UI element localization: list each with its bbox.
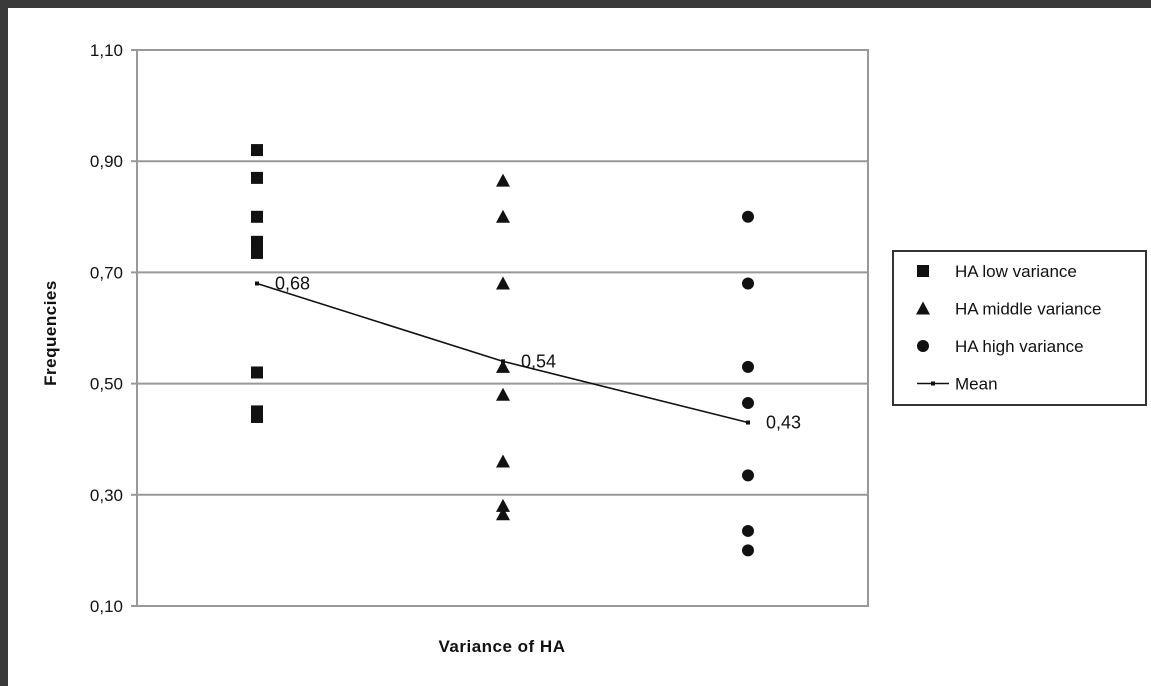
legend-circle-icon	[917, 340, 929, 352]
data-point-circle	[742, 210, 754, 223]
mean-data-label: 0,54	[521, 351, 556, 371]
legend-box	[892, 250, 1147, 406]
data-point-square	[251, 410, 263, 423]
data-point-triangle	[496, 359, 510, 373]
plot-area-border	[136, 49, 869, 607]
data-point-square	[251, 171, 263, 184]
data-point-square	[251, 366, 263, 379]
data-point-triangle	[496, 498, 510, 512]
y-axis-title: Frequencies	[41, 280, 60, 386]
data-point-square	[251, 144, 263, 157]
legend-triangle-icon	[916, 301, 930, 315]
data-point-circle	[742, 397, 754, 410]
data-point-triangle	[496, 173, 510, 187]
mean-point	[255, 281, 259, 286]
data-point-square	[251, 210, 263, 223]
legend-label: HA low variance	[955, 262, 1077, 281]
y-tick-label: 0,70	[90, 263, 123, 282]
legend-mean-dot	[931, 381, 935, 386]
mean-data-label: 0,68	[275, 274, 310, 294]
legend: HA low variance HA middle variance HA high…	[892, 250, 1147, 406]
legend-entry: HA low variance	[917, 262, 1077, 281]
data-point-circle	[742, 469, 754, 482]
mean-data-label: 0,43	[766, 413, 801, 433]
y-tick-label: 0,30	[90, 486, 123, 505]
legend-entry: HA middle variance	[916, 300, 1101, 319]
legend-entry: HA high variance	[917, 337, 1084, 356]
data-point-triangle	[496, 276, 510, 290]
y-tick-label: 0,90	[90, 152, 123, 171]
data-point-circle	[742, 524, 754, 537]
data-point-square	[251, 246, 263, 259]
legend-mean-icon	[917, 381, 949, 386]
data-point-circle	[742, 360, 754, 373]
mean-data-labels: 0,68 0,54 0,43	[275, 274, 801, 433]
data-point-triangle	[496, 209, 510, 223]
y-tick-labels: 0,10 0,30 0,50 0,70 0,90 1,10	[90, 41, 123, 616]
data-point-circle	[742, 544, 754, 557]
legend-label: HA middle variance	[955, 300, 1101, 319]
legend-entry: Mean	[917, 375, 998, 394]
mean-line	[255, 281, 750, 425]
mean-line-path	[256, 282, 749, 424]
data-point-circle	[742, 277, 754, 290]
x-axis-title: Variance of HA	[439, 637, 566, 656]
data-point-triangle	[496, 507, 510, 521]
y-tick-label: 1,10	[90, 41, 123, 60]
legend-label: Mean	[955, 375, 998, 394]
y-tick-label: 0,10	[90, 597, 123, 616]
data-point-triangle	[496, 387, 510, 401]
legend-square-icon	[917, 265, 929, 277]
data-point-triangle	[496, 454, 510, 468]
y-tick-label: 0,50	[90, 375, 123, 394]
markers	[251, 144, 754, 557]
legend-label: HA high variance	[955, 337, 1084, 356]
mean-point	[746, 420, 750, 425]
gridlines	[131, 49, 868, 607]
